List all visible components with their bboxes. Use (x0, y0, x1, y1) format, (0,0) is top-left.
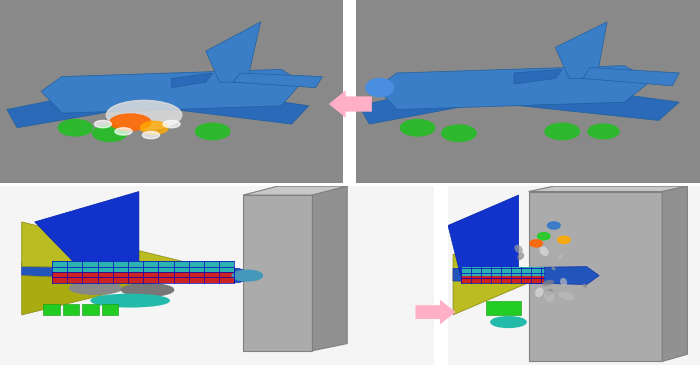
Ellipse shape (538, 233, 550, 240)
Ellipse shape (588, 124, 619, 139)
Ellipse shape (547, 222, 560, 229)
FancyBboxPatch shape (63, 304, 79, 315)
FancyArrow shape (416, 300, 456, 324)
Ellipse shape (491, 317, 526, 327)
Polygon shape (22, 276, 182, 315)
FancyBboxPatch shape (43, 304, 60, 315)
Polygon shape (377, 66, 652, 110)
Ellipse shape (115, 128, 132, 135)
Ellipse shape (110, 114, 151, 131)
FancyBboxPatch shape (83, 304, 99, 315)
Ellipse shape (517, 253, 524, 260)
Ellipse shape (91, 294, 169, 307)
Polygon shape (35, 192, 139, 276)
Ellipse shape (583, 284, 587, 288)
Ellipse shape (69, 282, 122, 294)
Polygon shape (528, 186, 687, 192)
Ellipse shape (232, 270, 262, 281)
Polygon shape (206, 22, 260, 82)
Ellipse shape (560, 278, 567, 286)
Ellipse shape (442, 125, 476, 141)
Ellipse shape (530, 240, 542, 247)
Ellipse shape (400, 120, 435, 136)
Ellipse shape (106, 100, 182, 130)
Ellipse shape (545, 289, 553, 296)
Ellipse shape (122, 284, 174, 296)
FancyBboxPatch shape (102, 304, 118, 315)
Polygon shape (41, 69, 302, 113)
Ellipse shape (542, 280, 554, 286)
Ellipse shape (94, 120, 111, 128)
Polygon shape (448, 195, 519, 276)
Polygon shape (461, 266, 544, 276)
Ellipse shape (540, 246, 549, 256)
Polygon shape (52, 261, 234, 283)
Polygon shape (555, 22, 607, 78)
Ellipse shape (514, 245, 523, 254)
Ellipse shape (92, 125, 127, 141)
Polygon shape (359, 77, 486, 124)
Polygon shape (453, 266, 599, 285)
Polygon shape (528, 192, 662, 361)
FancyArrow shape (329, 91, 372, 118)
Ellipse shape (544, 291, 554, 302)
Polygon shape (243, 195, 312, 351)
Ellipse shape (535, 288, 543, 297)
Polygon shape (662, 186, 687, 361)
Polygon shape (233, 73, 323, 88)
Polygon shape (52, 261, 234, 272)
Ellipse shape (163, 120, 180, 128)
Polygon shape (486, 77, 679, 120)
Ellipse shape (558, 254, 562, 259)
Ellipse shape (552, 266, 555, 270)
Polygon shape (453, 254, 528, 315)
Ellipse shape (195, 123, 230, 140)
Ellipse shape (142, 131, 160, 139)
Polygon shape (144, 82, 309, 124)
Ellipse shape (366, 78, 393, 97)
Polygon shape (22, 263, 260, 283)
Polygon shape (172, 73, 213, 88)
Ellipse shape (545, 123, 580, 140)
Polygon shape (243, 186, 347, 195)
Ellipse shape (58, 120, 92, 136)
Polygon shape (461, 266, 544, 283)
Polygon shape (312, 186, 347, 351)
Ellipse shape (141, 121, 168, 134)
FancyBboxPatch shape (486, 301, 521, 315)
Ellipse shape (559, 292, 575, 300)
Polygon shape (22, 222, 182, 268)
Polygon shape (514, 69, 562, 84)
Polygon shape (7, 82, 144, 128)
Ellipse shape (558, 236, 570, 243)
Polygon shape (583, 68, 679, 86)
Polygon shape (95, 261, 152, 272)
Polygon shape (234, 272, 256, 279)
